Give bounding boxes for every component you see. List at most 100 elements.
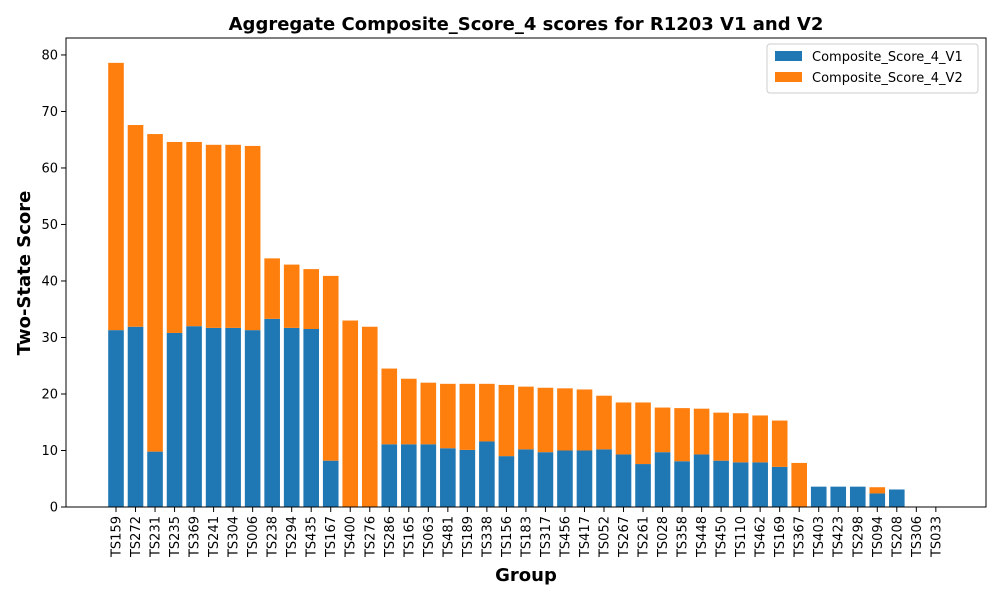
y-tick-label: 0 — [50, 501, 58, 516]
x-tick-label-ts063: TS063 — [422, 516, 437, 558]
bar-ts110-v2 — [732, 413, 749, 463]
x-tick-label-ts261: TS261 — [637, 516, 652, 558]
bar-ts231-v2 — [147, 134, 163, 452]
bar-ts272-v1 — [127, 326, 144, 507]
bar-ts450-v2 — [713, 412, 729, 461]
bar-ts456-v1 — [557, 450, 573, 507]
x-tick-label-ts208: TS208 — [890, 516, 905, 558]
bar-ts304-v1 — [225, 327, 241, 507]
x-tick-label-ts417: TS417 — [578, 516, 593, 558]
bar-ts063-v2 — [420, 382, 437, 445]
bar-ts481-v2 — [440, 383, 456, 449]
bar-ts189-v2 — [459, 383, 476, 450]
bar-ts167-v1 — [322, 460, 339, 507]
bar-ts094-v2 — [869, 487, 886, 494]
bar-ts417-v2 — [576, 389, 593, 451]
x-tick-label-ts276: TS276 — [363, 516, 378, 558]
bar-ts400-v2 — [342, 320, 359, 507]
bar-ts238-v1 — [264, 318, 280, 507]
legend-label-v2: Composite_Score_4_V2 — [812, 71, 963, 86]
x-tick-label-ts169: TS169 — [773, 516, 788, 558]
x-tick-label-ts006: TS006 — [246, 516, 261, 558]
bar-ts276-v2 — [361, 326, 378, 507]
x-tick-label-ts448: TS448 — [695, 516, 710, 558]
bar-ts298-v1 — [849, 486, 866, 507]
bar-ts159-v1 — [108, 330, 124, 507]
x-tick-label-ts423: TS423 — [832, 516, 847, 558]
chart-title: Aggregate Composite_Score_4 scores for R… — [229, 14, 824, 35]
x-tick-label-ts231: TS231 — [149, 516, 164, 558]
bar-ts369-v2 — [186, 141, 202, 327]
bar-ts052-v2 — [596, 395, 612, 450]
x-axis-title: Group — [495, 565, 557, 586]
x-tick-label-ts189: TS189 — [461, 516, 476, 558]
bar-ts304-v2 — [225, 144, 241, 328]
bar-ts238-v2 — [264, 258, 280, 319]
x-tick-label-ts400: TS400 — [344, 516, 359, 558]
bar-ts110-v1 — [732, 462, 749, 507]
bar-ts462-v1 — [752, 462, 768, 507]
bar-ts448-v1 — [693, 454, 710, 507]
legend-label-v1: Composite_Score_4_V1 — [812, 50, 963, 65]
bar-ts338-v1 — [479, 441, 495, 507]
bar-ts094-v1 — [869, 493, 886, 507]
bar-ts481-v1 — [440, 448, 456, 507]
bar-ts417-v1 — [576, 450, 593, 507]
bar-ts448-v2 — [693, 408, 710, 455]
bar-ts169-v1 — [771, 466, 788, 507]
y-axis-title: Two-State Score — [14, 191, 35, 356]
bar-ts063-v1 — [420, 444, 437, 507]
bar-ts317-v1 — [537, 452, 554, 507]
x-tick-label-ts033: TS033 — [929, 516, 944, 558]
bar-ts006-v2 — [244, 145, 261, 331]
bar-ts028-v1 — [654, 452, 671, 507]
bar-ts156-v2 — [498, 384, 515, 457]
bar-ts338-v2 — [479, 383, 495, 442]
bar-ts006-v1 — [244, 330, 261, 507]
plot-frame — [65, 37, 987, 508]
x-tick-label-ts367: TS367 — [793, 516, 808, 558]
y-axis-ticks: 0 10 20 30 40 50 60 70 80 — [41, 48, 66, 516]
x-tick-label-ts165: TS165 — [402, 516, 417, 558]
bar-ts165-v2 — [401, 378, 417, 445]
bar-ts167-v2 — [322, 275, 339, 461]
bar-ts286-v1 — [381, 444, 398, 507]
bar-ts294-v1 — [283, 327, 300, 507]
bar-ts456-v2 — [557, 388, 573, 451]
bar-ts183-v2 — [518, 386, 534, 450]
bars-group — [108, 62, 905, 507]
bar-ts435-v1 — [303, 329, 319, 507]
bar-ts241-v2 — [205, 144, 222, 328]
bar-ts369-v1 — [186, 326, 202, 507]
bar-ts267-v1 — [615, 454, 632, 507]
legend-box — [766, 43, 979, 94]
legend: Composite_Score_4_V1 Composite_Score_4_V… — [766, 43, 979, 94]
x-tick-label-ts094: TS094 — [871, 516, 886, 558]
x-tick-label-ts338: TS338 — [480, 516, 495, 558]
x-tick-label-ts286: TS286 — [383, 516, 398, 558]
x-tick-label-ts435: TS435 — [305, 516, 320, 558]
x-tick-label-ts272: TS272 — [129, 516, 144, 558]
x-tick-label-ts183: TS183 — [519, 516, 534, 558]
x-tick-label-ts358: TS358 — [676, 516, 691, 558]
bar-ts235-v2 — [166, 141, 183, 333]
x-tick-label-ts298: TS298 — [851, 516, 866, 558]
x-tick-label-ts167: TS167 — [324, 516, 339, 558]
bar-ts241-v1 — [205, 327, 222, 507]
x-tick-label-ts403: TS403 — [812, 516, 827, 558]
x-tick-label-ts110: TS110 — [734, 516, 749, 558]
bar-ts169-v2 — [771, 420, 788, 467]
x-tick-label-ts238: TS238 — [266, 516, 281, 558]
x-tick-label-ts317: TS317 — [539, 516, 554, 558]
bar-ts235-v1 — [166, 332, 183, 507]
bar-ts165-v1 — [401, 444, 417, 507]
y-tick-label: 20 — [41, 387, 58, 402]
x-tick-label-ts306: TS306 — [910, 516, 925, 558]
bar-ts028-v2 — [654, 407, 671, 453]
bar-ts358-v2 — [674, 408, 690, 462]
bar-ts189-v1 — [459, 449, 476, 507]
bar-ts435-v2 — [303, 269, 319, 330]
bar-ts261-v2 — [635, 402, 651, 465]
x-tick-label-ts369: TS369 — [188, 516, 203, 558]
